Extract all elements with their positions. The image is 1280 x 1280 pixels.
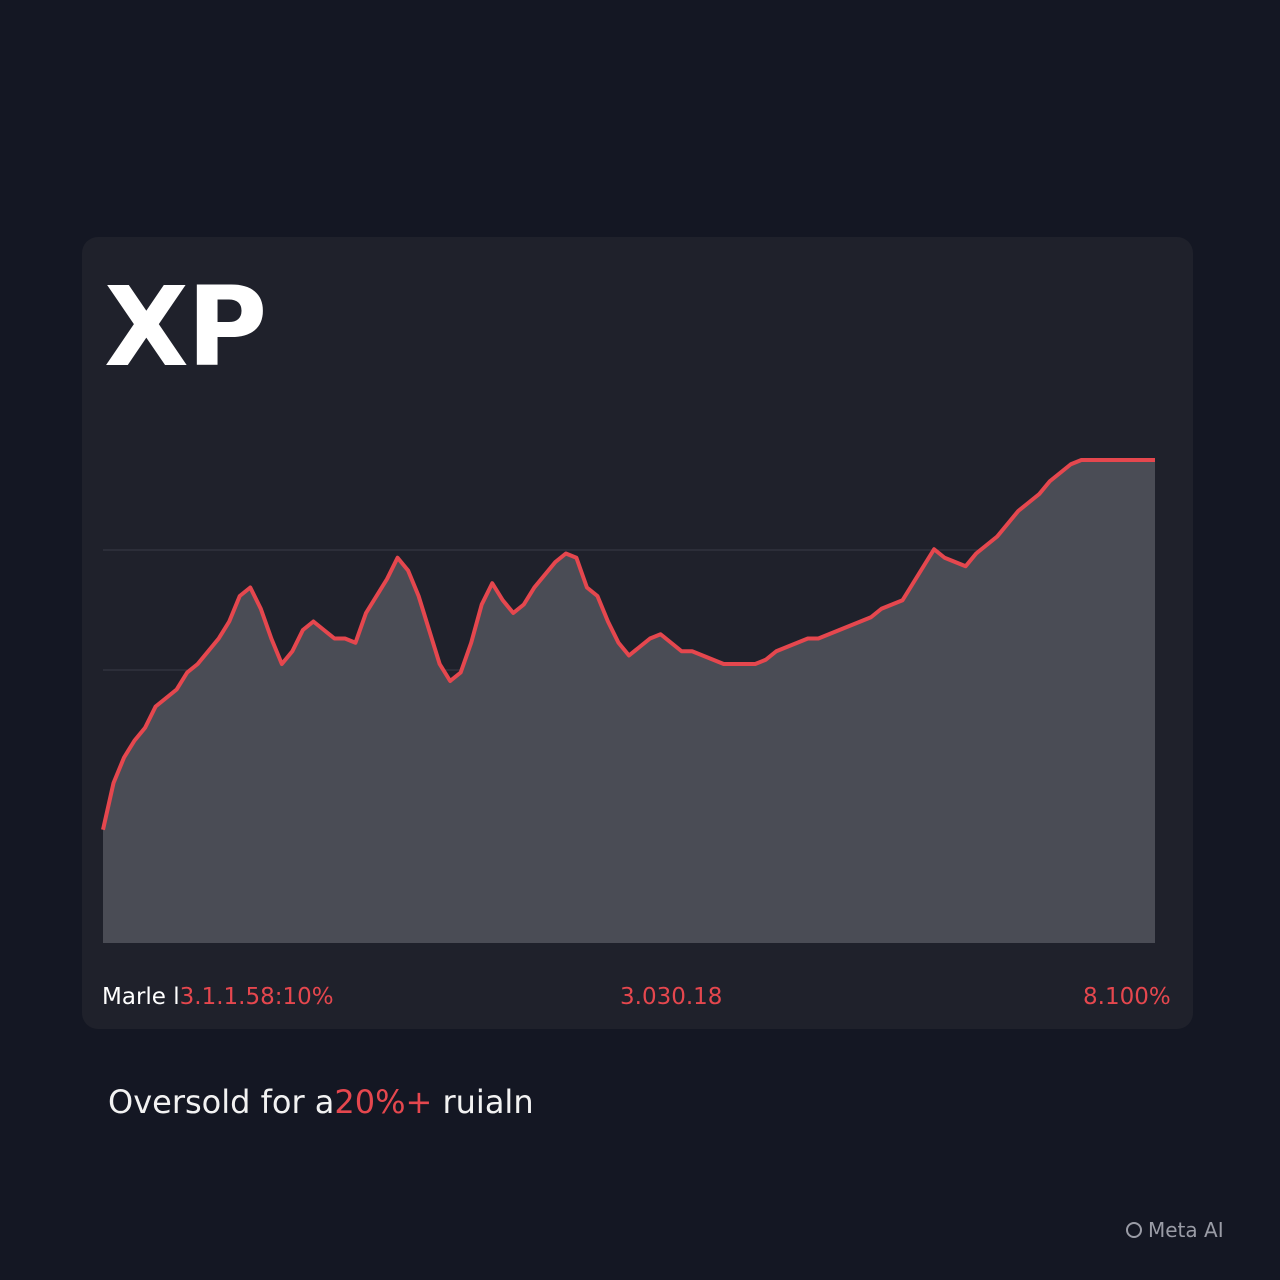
meta-ai-ring-icon [1126, 1222, 1142, 1238]
footer-left-label: Marle l [102, 984, 180, 1010]
footer-left-value: 3.1.1.58:10% [179, 984, 334, 1010]
caption-prefix: Oversold for a [108, 1083, 335, 1121]
footer-left-stat: Marle l3.1.1.58:10% [102, 982, 334, 1012]
caption-highlight: 20%+ [334, 1083, 433, 1121]
watermark-text: Meta AI [1148, 1218, 1224, 1242]
watermark: Meta AI [1126, 1218, 1224, 1242]
footer-right-value: 8.100% [1083, 984, 1171, 1010]
ticker-title: XP [104, 263, 267, 391]
area-fill [103, 460, 1155, 943]
caption: Oversold for a20%+ ruialn [108, 1083, 534, 1121]
caption-suffix: ruialn [432, 1083, 534, 1121]
footer-middle-value: 3.030.18 [620, 984, 723, 1010]
